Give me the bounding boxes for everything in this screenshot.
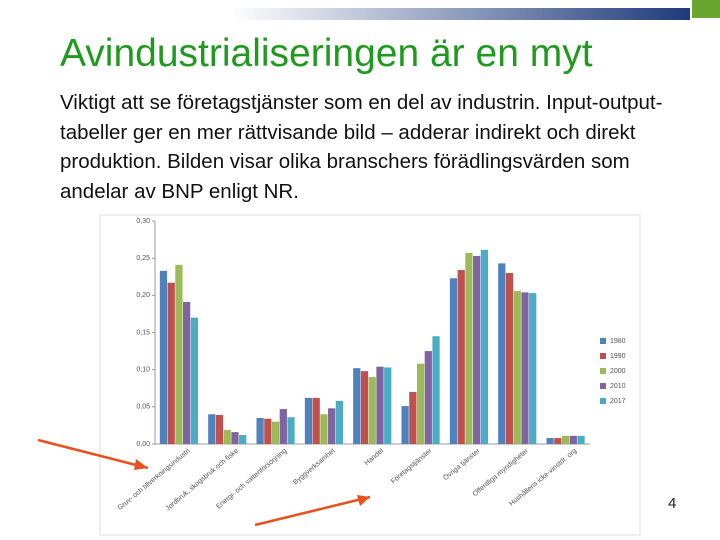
bar <box>328 408 336 444</box>
bar <box>360 371 369 444</box>
bar <box>409 391 417 444</box>
page-number: 4 <box>668 495 677 512</box>
legend-swatch <box>600 383 606 389</box>
y-tick-label: 0,15 <box>136 329 150 336</box>
bar <box>521 292 529 444</box>
bar <box>190 317 198 444</box>
header-square <box>692 0 720 18</box>
bar <box>457 270 465 444</box>
y-tick-label: 0,05 <box>136 404 150 411</box>
legend-swatch <box>600 353 606 359</box>
bar <box>223 429 231 444</box>
arrow <box>254 495 371 527</box>
bar <box>529 293 537 444</box>
bar <box>159 270 168 444</box>
bar <box>546 438 554 444</box>
legend-swatch <box>600 398 606 404</box>
bar <box>183 302 191 444</box>
bar <box>264 418 272 444</box>
slide-body: Viktigt att se företagstjänster som en d… <box>60 91 663 203</box>
y-tick-label: 0,20 <box>136 292 150 299</box>
bar <box>561 435 570 444</box>
bar <box>465 252 473 444</box>
bar <box>353 368 361 444</box>
arrow-head <box>357 495 370 506</box>
y-tick-label: 0,00 <box>136 441 150 448</box>
bar <box>505 273 514 444</box>
bar <box>256 417 264 444</box>
bar <box>424 351 432 444</box>
y-tick-label: 0,30 <box>136 218 150 225</box>
bar <box>498 263 506 444</box>
bar <box>215 415 224 444</box>
bar <box>376 366 384 444</box>
bar <box>401 406 409 444</box>
bar <box>569 435 577 444</box>
bar <box>175 264 183 444</box>
legend-label: 1980 <box>610 338 626 345</box>
legend-label: 2010 <box>610 383 626 390</box>
arrow-head <box>134 459 148 470</box>
bar <box>432 336 440 444</box>
bar <box>335 400 343 444</box>
legend-swatch <box>600 368 606 374</box>
header-band <box>230 8 690 20</box>
bar <box>480 249 488 444</box>
legend-label: 1990 <box>610 353 626 360</box>
legend-label: 2000 <box>610 368 626 375</box>
bar <box>208 414 216 444</box>
bar <box>320 414 328 444</box>
bar <box>239 435 247 444</box>
bar <box>271 421 280 444</box>
bar <box>416 363 425 444</box>
legend-label: 2017 <box>610 398 626 405</box>
slide-title: Avindustrialiseringen är en myt <box>60 32 593 75</box>
bar <box>577 435 585 444</box>
bar <box>312 397 320 444</box>
bar <box>279 409 287 444</box>
bar <box>368 377 376 444</box>
bar <box>167 282 175 444</box>
bar <box>231 432 239 444</box>
bar <box>384 367 392 444</box>
y-tick-label: 0,10 <box>136 367 150 374</box>
bar <box>287 417 295 444</box>
bar <box>449 278 458 444</box>
legend-swatch <box>600 338 606 344</box>
bar <box>554 438 562 444</box>
bar <box>513 290 521 444</box>
bar <box>304 397 313 444</box>
y-tick-label: 0,25 <box>136 255 150 262</box>
bar <box>473 255 481 444</box>
arrow <box>37 438 149 470</box>
